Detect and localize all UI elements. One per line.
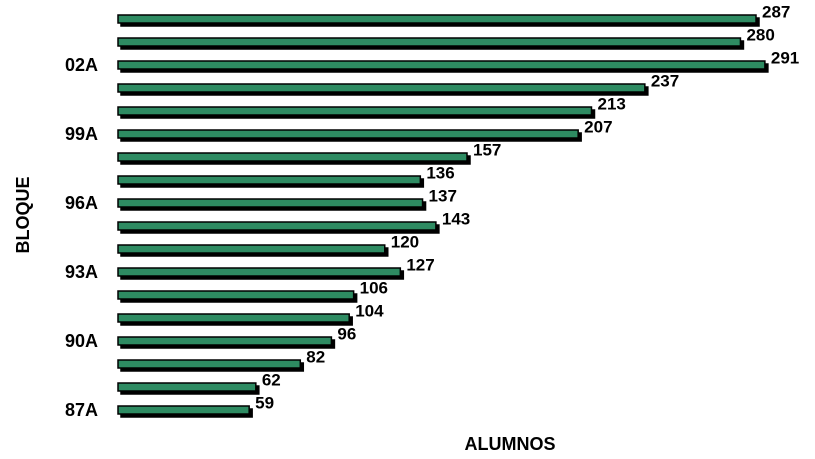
value-label: 157 <box>473 140 501 159</box>
bar <box>117 313 350 323</box>
value-label: 137 <box>429 186 457 205</box>
value-label: 82 <box>306 347 325 366</box>
value-label: 96 <box>337 324 356 343</box>
value-label: 207 <box>584 117 612 136</box>
value-label: 237 <box>651 71 679 90</box>
value-label: 213 <box>597 94 625 113</box>
value-label: 104 <box>355 301 384 320</box>
value-label: 127 <box>406 255 434 274</box>
value-label: 291 <box>771 48 799 67</box>
bar <box>117 60 766 70</box>
bar <box>117 267 402 277</box>
value-label: 143 <box>442 209 470 228</box>
bar <box>117 405 250 415</box>
bar <box>117 244 386 254</box>
bar <box>117 221 437 231</box>
bar <box>117 175 422 185</box>
bar <box>117 359 302 369</box>
bar <box>117 129 579 139</box>
bar <box>117 83 646 93</box>
value-label: 62 <box>262 370 281 389</box>
y-tick-label: 02A <box>65 55 98 75</box>
y-tick-label: 96A <box>65 193 98 213</box>
value-label: 136 <box>426 163 454 182</box>
bar <box>117 336 333 346</box>
x-axis-label: ALUMNOS <box>465 434 556 454</box>
y-axis-label: BLOQUE <box>13 176 33 253</box>
y-tick-label: 99A <box>65 124 98 144</box>
bar <box>117 14 757 24</box>
y-tick-label: 90A <box>65 331 98 351</box>
value-label: 106 <box>360 278 388 297</box>
y-tick-label: 87A <box>65 400 98 420</box>
bar <box>117 106 593 116</box>
value-label: 280 <box>746 25 774 44</box>
bar <box>117 290 355 300</box>
bar <box>117 37 742 47</box>
y-tick-label: 93A <box>65 262 98 282</box>
value-label: 59 <box>255 393 274 412</box>
bar <box>117 198 424 208</box>
bar <box>117 152 468 162</box>
value-label: 120 <box>391 232 419 251</box>
bar <box>117 382 257 392</box>
value-label: 287 <box>762 2 790 21</box>
